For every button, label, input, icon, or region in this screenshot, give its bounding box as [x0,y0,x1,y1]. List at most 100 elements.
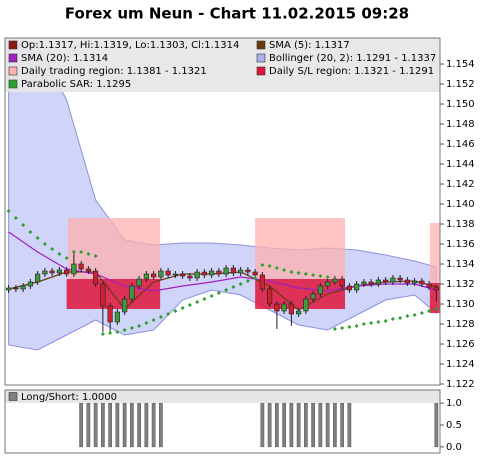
candle-body [252,271,258,276]
legend-swatch [8,392,18,401]
y-tick-label: 1.132 [446,279,475,290]
candle-body [122,298,128,313]
candle-body [230,267,236,274]
candle-body [35,273,41,283]
sar-dot [289,270,294,274]
axes: 1.122 1.124 1.126 1.128 1.130 1.132 1.134 1.136… [4,37,475,454]
candle-body [64,269,70,275]
sar-dot [238,282,243,286]
legend-swatch [8,66,18,76]
candle-body [259,274,265,290]
sar-dot [347,325,352,329]
sar-dot [209,294,214,298]
candle-body [245,269,251,273]
candle-body [288,303,294,315]
sar-dot [303,272,308,276]
legend-swatch [8,53,18,63]
candle-body [165,270,171,276]
bar [340,402,344,448]
region [68,218,161,279]
legend-box [5,38,440,92]
candle-body [383,279,389,283]
candle-body [49,270,55,274]
bar [144,402,149,448]
candle-body [274,303,280,312]
candle-body [151,273,157,278]
sar-dot [318,274,323,278]
plot-frame [4,37,441,386]
candle-body [27,281,33,287]
sar-dot [57,252,62,256]
candle-body [404,279,410,284]
sar-dot [13,216,18,220]
sar-dot [245,279,250,283]
sar-dot [195,300,200,304]
candle-body [419,280,425,285]
bar [282,402,286,448]
bar [159,402,163,448]
candle-body [375,279,381,285]
bar [347,402,352,448]
sar-dot [180,306,185,310]
sar-dot [340,326,345,330]
candle-body [56,269,62,274]
sar-dot [71,250,76,254]
y-tick-label: 1.126 [446,339,475,350]
candle-body [100,283,106,307]
sar-dot [137,324,142,328]
candle-body [114,311,120,323]
region [255,218,346,279]
candle-body [397,277,403,281]
sar-dot [434,307,439,311]
sar-dot [151,318,156,322]
sar-dot [6,209,11,213]
bar [267,402,272,448]
sar-dot [158,315,163,319]
sar-dot [369,321,374,325]
y-tick-label: 1.0 [446,398,462,409]
y-tick-label: 1.134 [446,259,475,270]
sar-dot [253,276,258,280]
bar [296,402,301,448]
sar-dot [224,288,229,292]
sar-dot [311,273,316,277]
candle-body [20,285,26,290]
sar-dot [35,236,40,240]
candle-body [281,303,287,312]
sar-dot [100,332,105,336]
sar-dot [412,313,417,317]
bar [318,402,323,448]
bar [93,402,98,448]
sar-dot [405,314,410,318]
sar-dot [296,271,301,275]
sar-dot [28,230,33,234]
sar-dot [231,285,236,289]
main-plot: Op:1.1317, Hi:1.1319, Lo:1.1303, Cl:1.13… [5,38,440,351]
candle-body [267,288,273,305]
sar-dot [21,223,26,227]
sar-dot [108,331,113,335]
sar-dot [383,319,388,323]
legend-swatch [8,79,18,89]
y-tick-label: 1.140 [446,199,475,210]
sar-dot [86,252,91,256]
bar [260,402,265,448]
bar [151,402,156,448]
y-tick-label: 1.152 [446,79,475,90]
y-tick-label: 0.5 [446,420,462,431]
legend-label: Bollinger (20, 2): 1.1291 - 1.1337 [269,53,436,64]
candle-body [223,267,229,275]
bar [79,402,83,448]
bar [289,402,294,448]
candle-body [143,273,149,280]
y-tick-label: 1.128 [446,319,475,330]
bar [434,402,439,448]
legend-swatch [8,40,18,50]
sar-dot [376,320,381,324]
y-tick-label: 1.130 [446,299,475,310]
candle-body [346,285,352,291]
candle-body [71,263,77,275]
candle-body [201,271,207,276]
legend-label: SMA (5): 1.1317 [269,40,350,51]
legend-label: Daily S/L region: 1.1321 - 1.1291 [269,66,434,77]
